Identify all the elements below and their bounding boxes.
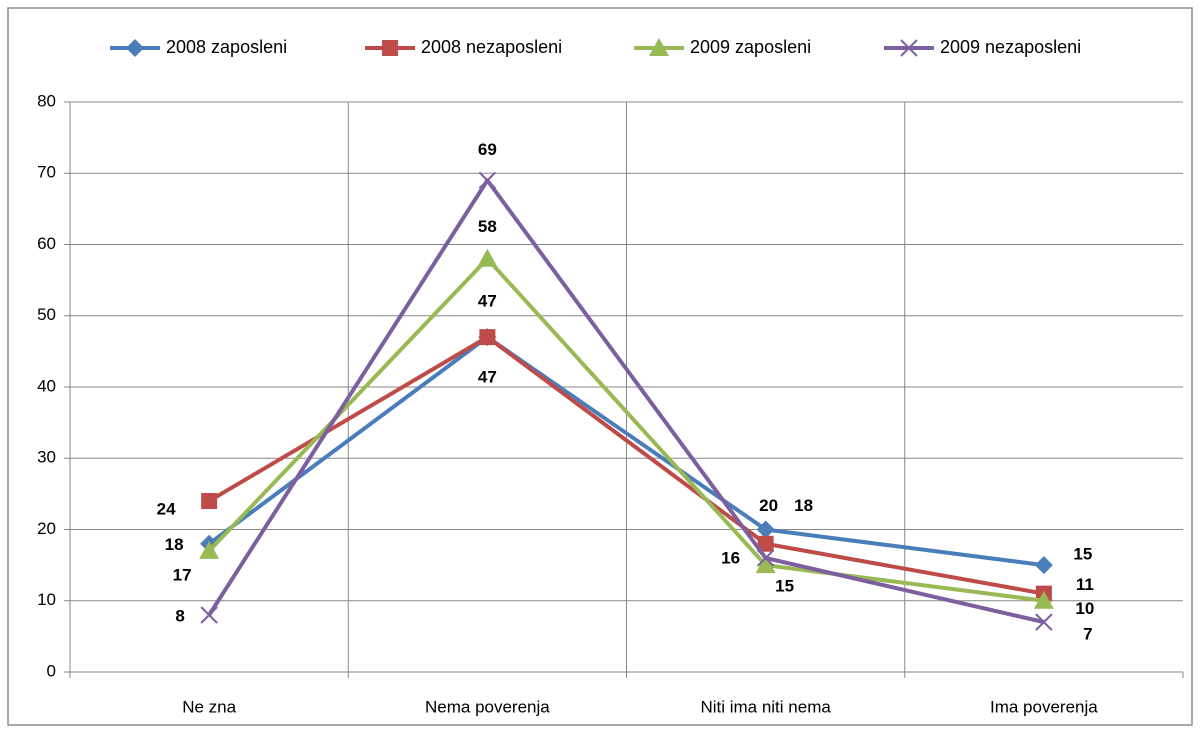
y-tick-label: 10 — [37, 590, 56, 609]
legend-label: 2008 zaposleni — [166, 37, 287, 57]
marker — [200, 606, 218, 624]
marker — [477, 248, 498, 267]
data-label: 16 — [721, 548, 740, 567]
marker — [199, 540, 220, 559]
marker — [756, 520, 775, 539]
marker — [1033, 590, 1054, 609]
marker — [756, 549, 775, 567]
y-tick-label: 40 — [37, 376, 56, 395]
y-tick-label: 50 — [37, 305, 56, 324]
x-tick-label: Ne zna — [182, 697, 236, 716]
y-tick-label: 60 — [37, 234, 56, 253]
data-label: 69 — [478, 140, 497, 159]
data-label: 7 — [1083, 625, 1092, 644]
data-label: 18 — [165, 535, 184, 554]
data-label: 11 — [1076, 575, 1094, 594]
series-line — [207, 256, 1045, 603]
marker — [479, 329, 496, 346]
y-tick-label: 0 — [47, 661, 56, 680]
y-tick-label: 30 — [37, 448, 56, 467]
series-line — [207, 178, 1045, 625]
y-tick-label: 80 — [37, 91, 56, 110]
marker — [755, 555, 776, 574]
legend-marker — [900, 39, 918, 57]
legend-label: 2008 nezaposleni — [421, 37, 562, 57]
data-label: 47 — [478, 368, 497, 387]
data-label: 15 — [775, 577, 794, 596]
x-tick-label: Niti ima niti nema — [700, 697, 831, 716]
data-label: 10 — [1075, 599, 1094, 618]
data-label: 24 — [157, 499, 176, 518]
data-label: 18 — [794, 496, 813, 515]
legend-marker — [126, 39, 144, 57]
y-tick-label: 20 — [37, 519, 56, 538]
data-label: 17 — [173, 565, 192, 584]
marker — [757, 535, 774, 552]
data-label: 47 — [478, 292, 497, 311]
chart-frame — [7, 7, 1193, 726]
series-line — [207, 335, 1045, 568]
x-tick-label: Nema poverenja — [425, 697, 550, 716]
legend-marker — [649, 38, 669, 56]
data-label: 58 — [478, 217, 497, 236]
marker — [1034, 556, 1053, 575]
legend-marker — [382, 40, 398, 56]
series-line — [208, 335, 1045, 596]
legend-label: 2009 nezaposleni — [940, 37, 1081, 57]
x-tick-label: Ima poverenja — [990, 697, 1098, 716]
marker — [478, 171, 497, 190]
marker — [201, 493, 218, 509]
data-label: 8 — [175, 606, 184, 625]
data-label: 15 — [1073, 545, 1092, 564]
legend-label: 2009 zaposleni — [690, 37, 811, 57]
marker — [1035, 613, 1053, 631]
y-tick-label: 70 — [37, 163, 56, 182]
data-label: 20 — [759, 496, 778, 515]
